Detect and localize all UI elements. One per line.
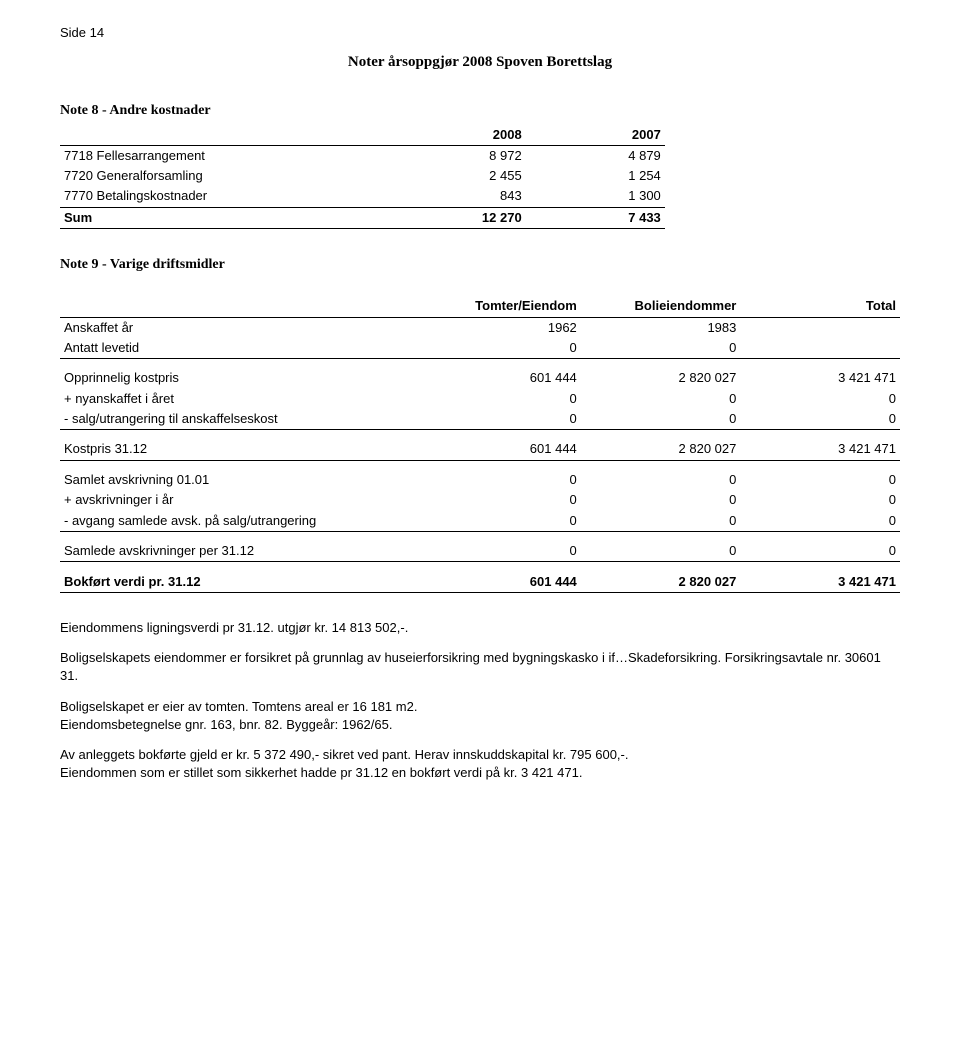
row-value: 8 972 bbox=[393, 145, 526, 166]
table-row: - salg/utrangering til anskaffelseskost … bbox=[60, 409, 900, 430]
footnote-p6: Eiendommen som er stillet som sikkerhet … bbox=[60, 764, 900, 782]
row-value: 0 bbox=[430, 389, 581, 409]
row-value: 3 421 471 bbox=[740, 368, 900, 388]
table-row: 7718 Fellesarrangement 8 972 4 879 bbox=[60, 145, 665, 166]
row-label: Samlet avskrivning 01.01 bbox=[60, 470, 430, 490]
bokfort-label: Bokført verdi pr. 31.12 bbox=[60, 572, 430, 593]
row-value: 1962 bbox=[430, 317, 581, 338]
table-row: Opprinnelig kostpris 601 444 2 820 027 3… bbox=[60, 368, 900, 388]
table-header-col-b: Bolieiendommer bbox=[581, 296, 741, 317]
note-8-heading: Note 8 - Andre kostnader bbox=[60, 101, 900, 121]
page-number: Side 14 bbox=[60, 24, 900, 42]
row-value: 4 879 bbox=[526, 145, 665, 166]
row-label: - avgang samlede avsk. på salg/utrangeri… bbox=[60, 511, 430, 532]
row-value: 0 bbox=[581, 490, 741, 510]
note-9-table: Tomter/Eiendom Bolieiendommer Total Ansk… bbox=[60, 296, 900, 593]
footnotes: Eiendommens ligningsverdi pr 31.12. utgj… bbox=[60, 619, 900, 782]
row-value: 0 bbox=[740, 511, 900, 532]
table-row: Anskaffet år 1962 1983 bbox=[60, 317, 900, 338]
row-value bbox=[740, 338, 900, 359]
bokfort-value: 2 820 027 bbox=[581, 572, 741, 593]
table-row: 7720 Generalforsamling 2 455 1 254 bbox=[60, 166, 665, 186]
row-value: 843 bbox=[393, 186, 526, 207]
row-value: 0 bbox=[430, 470, 581, 490]
table-header-year2: 2007 bbox=[526, 125, 665, 146]
row-value: 2 820 027 bbox=[581, 368, 741, 388]
table-row: Samlet avskrivning 01.01 0 0 0 bbox=[60, 470, 900, 490]
table-row: - avgang samlede avsk. på salg/utrangeri… bbox=[60, 511, 900, 532]
table-bokfort-row: Bokført verdi pr. 31.12 601 444 2 820 02… bbox=[60, 572, 900, 593]
row-value: 0 bbox=[430, 490, 581, 510]
row-label: + nyanskaffet i året bbox=[60, 389, 430, 409]
row-value: 2 820 027 bbox=[581, 439, 741, 460]
row-value: 0 bbox=[581, 541, 741, 562]
row-value: 0 bbox=[430, 511, 581, 532]
table-row: + avskrivninger i år 0 0 0 bbox=[60, 490, 900, 510]
row-value: 0 bbox=[430, 409, 581, 430]
row-label: 7718 Fellesarrangement bbox=[60, 145, 393, 166]
row-value: 0 bbox=[581, 470, 741, 490]
sum-value: 12 270 bbox=[393, 207, 526, 228]
table-row: 7770 Betalingskostnader 843 1 300 bbox=[60, 186, 665, 207]
row-value: 0 bbox=[740, 389, 900, 409]
row-label: - salg/utrangering til anskaffelseskost bbox=[60, 409, 430, 430]
row-value: 1983 bbox=[581, 317, 741, 338]
row-label: Opprinnelig kostpris bbox=[60, 368, 430, 388]
row-value: 0 bbox=[430, 541, 581, 562]
row-value: 601 444 bbox=[430, 439, 581, 460]
table-header-col-a: Tomter/Eiendom bbox=[430, 296, 581, 317]
row-value: 0 bbox=[740, 470, 900, 490]
row-value bbox=[740, 317, 900, 338]
footnote-p4: Eiendomsbetegnelse gnr. 163, bnr. 82. By… bbox=[60, 716, 900, 734]
table-header-blank bbox=[60, 296, 430, 317]
row-value: 0 bbox=[430, 338, 581, 359]
note-9-heading: Note 9 - Varige driftsmidler bbox=[60, 255, 900, 275]
sum-value: 7 433 bbox=[526, 207, 665, 228]
table-row: Kostpris 31.12 601 444 2 820 027 3 421 4… bbox=[60, 439, 900, 460]
row-value: 0 bbox=[581, 409, 741, 430]
footnote-p1: Eiendommens ligningsverdi pr 31.12. utgj… bbox=[60, 619, 900, 637]
table-header-col-c: Total bbox=[740, 296, 900, 317]
footnote-p5: Av anleggets bokførte gjeld er kr. 5 372… bbox=[60, 746, 900, 764]
note-8-section: Note 8 - Andre kostnader 2008 2007 7718 … bbox=[60, 101, 900, 229]
sum-label: Sum bbox=[60, 207, 393, 228]
row-value: 3 421 471 bbox=[740, 439, 900, 460]
bokfort-value: 601 444 bbox=[430, 572, 581, 593]
row-value: 0 bbox=[740, 409, 900, 430]
table-header-year1: 2008 bbox=[393, 125, 526, 146]
row-value: 0 bbox=[740, 541, 900, 562]
row-label: Antatt levetid bbox=[60, 338, 430, 359]
row-value: 1 254 bbox=[526, 166, 665, 186]
row-label: Anskaffet år bbox=[60, 317, 430, 338]
row-value: 0 bbox=[581, 338, 741, 359]
row-value: 0 bbox=[740, 490, 900, 510]
row-value: 0 bbox=[581, 511, 741, 532]
bokfort-value: 3 421 471 bbox=[740, 572, 900, 593]
row-value: 0 bbox=[581, 389, 741, 409]
table-sum-row: Sum 12 270 7 433 bbox=[60, 207, 665, 228]
table-row: Antatt levetid 0 0 bbox=[60, 338, 900, 359]
table-row: Samlede avskrivninger per 31.12 0 0 0 bbox=[60, 541, 900, 562]
row-label: 7770 Betalingskostnader bbox=[60, 186, 393, 207]
table-row: + nyanskaffet i året 0 0 0 bbox=[60, 389, 900, 409]
footnote-p3: Boligselskapet er eier av tomten. Tomten… bbox=[60, 698, 900, 716]
row-label: Samlede avskrivninger per 31.12 bbox=[60, 541, 430, 562]
footnote-p2: Boligselskapets eiendommer er forsikret … bbox=[60, 649, 900, 685]
note-8-table: 2008 2007 7718 Fellesarrangement 8 972 4… bbox=[60, 125, 665, 229]
row-value: 601 444 bbox=[430, 368, 581, 388]
document-title: Noter årsoppgjør 2008 Spoven Borettslag bbox=[60, 52, 900, 73]
table-header-blank bbox=[60, 125, 393, 146]
note-9-section: Note 9 - Varige driftsmidler Tomter/Eien… bbox=[60, 255, 900, 593]
row-label: + avskrivninger i år bbox=[60, 490, 430, 510]
row-value: 2 455 bbox=[393, 166, 526, 186]
row-value: 1 300 bbox=[526, 186, 665, 207]
row-label: Kostpris 31.12 bbox=[60, 439, 430, 460]
row-label: 7720 Generalforsamling bbox=[60, 166, 393, 186]
